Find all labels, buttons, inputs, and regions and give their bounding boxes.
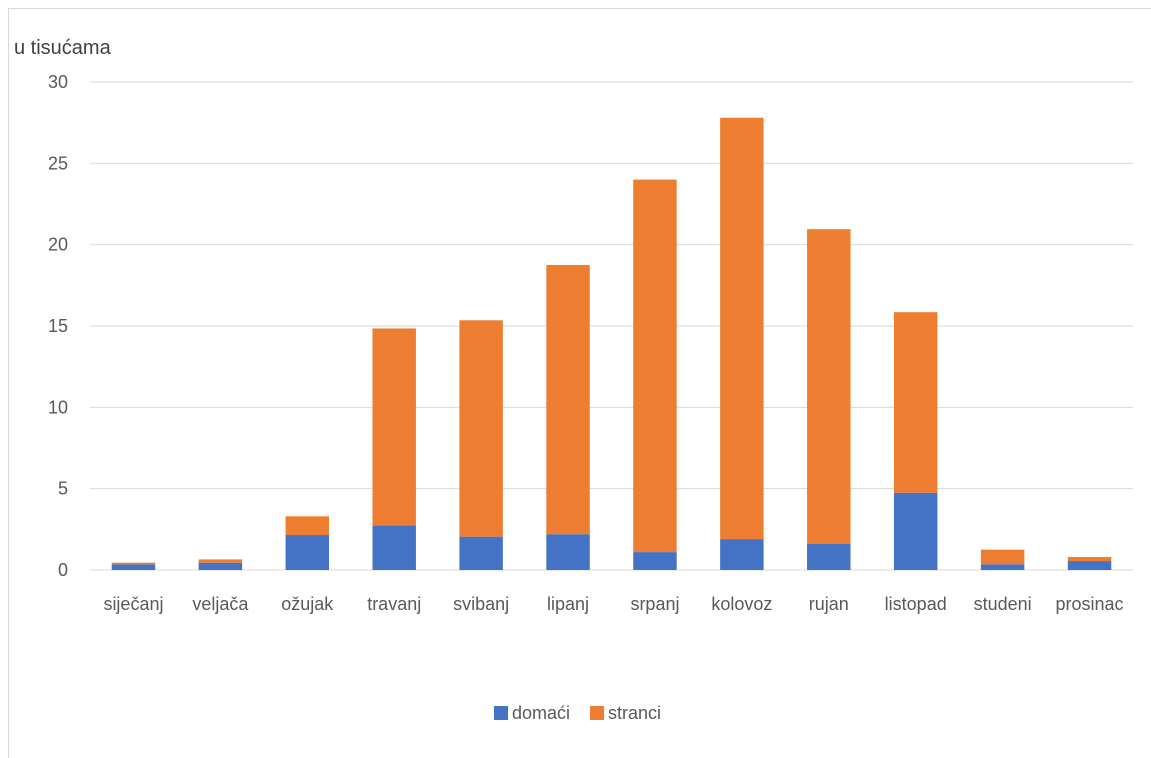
bar-stranci-7	[720, 117, 764, 540]
bar-stranci-5	[546, 265, 590, 535]
chart-frame	[8, 8, 1151, 758]
legend-swatch-1	[590, 706, 605, 720]
x-tick-label: listopad	[885, 594, 947, 614]
bar-domaci-5	[546, 534, 590, 570]
x-tick-label: studeni	[974, 594, 1032, 614]
legend-label-1: stranci	[608, 703, 661, 723]
x-axis-ticks: siječanj veljača ožujak travanj svibanj lipan…	[103, 594, 1123, 614]
x-tick-label: prosinac	[1056, 594, 1124, 614]
x-tick-label: travanj	[367, 594, 421, 614]
y-axis-label: u tisućama	[14, 37, 112, 59]
bar-domaci-9	[893, 492, 938, 570]
bar-stranci-10	[980, 549, 1025, 565]
y-tick-label: 20	[48, 235, 68, 255]
x-tick-label: ožujak	[281, 594, 334, 614]
legend-swatch-0	[494, 706, 508, 720]
bar-stranci-8	[807, 229, 851, 544]
bar-stranci-0	[111, 562, 156, 565]
x-tick-label: svibanj	[453, 594, 509, 614]
bar-stranci-9	[893, 312, 938, 493]
bar-domaci-2	[285, 535, 330, 570]
bar-domaci-11	[1067, 561, 1112, 570]
y-tick-label: 0	[58, 560, 68, 580]
bars	[111, 117, 1112, 570]
y-tick-label: 30	[48, 72, 68, 92]
x-tick-label: srpanj	[630, 594, 679, 614]
bar-stranci-11	[1067, 556, 1112, 562]
bar-stranci-3	[372, 328, 416, 526]
legend: domaći stranci	[494, 703, 661, 723]
legend-label-0: domaći	[512, 703, 570, 723]
bar-domaci-8	[807, 543, 851, 570]
y-tick-label: 25	[48, 153, 68, 173]
bar-stranci-6	[633, 179, 677, 553]
bar-stranci-4	[459, 320, 503, 537]
gridlines	[90, 81, 1133, 571]
y-tick-label: 5	[58, 479, 68, 499]
bar-domaci-1	[198, 562, 243, 570]
bar-domaci-7	[720, 539, 764, 570]
bar-domaci-10	[980, 564, 1025, 570]
x-tick-label: kolovoz	[711, 594, 772, 614]
bar-stranci-1	[198, 559, 243, 563]
bar-domaci-3	[372, 525, 416, 570]
bar-stranci-2	[285, 516, 330, 536]
y-tick-label: 10	[48, 397, 68, 417]
y-axis-ticks: 0 5 10 15 20 25 30	[48, 72, 68, 580]
bar-domaci-0	[111, 564, 156, 570]
x-tick-label: siječanj	[103, 594, 163, 614]
y-tick-label: 15	[48, 316, 68, 336]
x-tick-label: lipanj	[547, 594, 589, 614]
x-tick-label: veljača	[192, 594, 249, 614]
bar-domaci-4	[459, 536, 503, 570]
x-tick-label: rujan	[809, 594, 849, 614]
bar-domaci-6	[633, 552, 677, 570]
